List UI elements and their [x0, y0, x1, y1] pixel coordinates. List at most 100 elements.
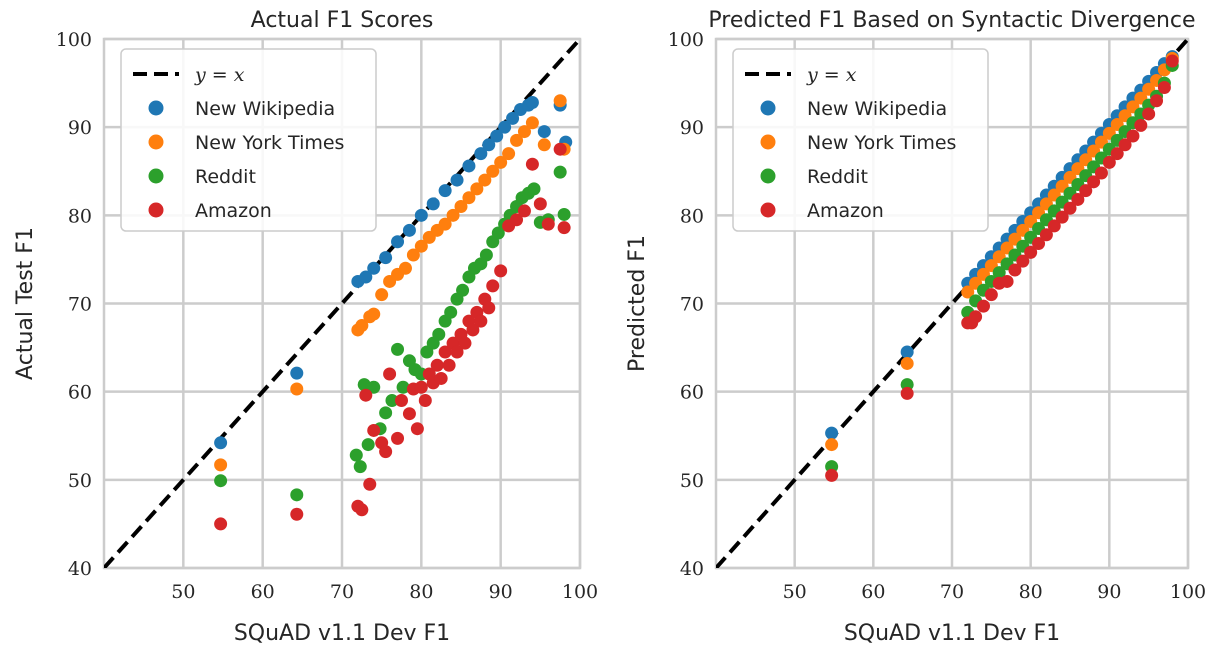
- data-point-reddit: [479, 248, 493, 262]
- legend-label-new-york-times: New York Times: [807, 132, 956, 154]
- data-point-new-wikipedia: [379, 251, 393, 265]
- y-tick-label: 70: [68, 294, 92, 316]
- data-point-new-york-times: [446, 208, 460, 222]
- data-point-reddit: [992, 266, 1006, 280]
- data-point-reddit: [432, 327, 446, 341]
- data-point-amazon: [1000, 274, 1014, 288]
- legend-label-new-wikipedia: New Wikipedia: [807, 98, 947, 120]
- data-point-amazon: [1126, 129, 1140, 143]
- data-point-amazon: [976, 299, 990, 313]
- data-point-new-york-times: [510, 133, 524, 147]
- data-point-amazon: [438, 345, 452, 359]
- data-point-new-york-times: [355, 319, 369, 333]
- legend-label-reference-line: y = x: [194, 64, 245, 86]
- data-point-amazon: [1102, 155, 1116, 169]
- legend-box: [732, 48, 989, 232]
- y-tick-label: 90: [680, 117, 704, 139]
- data-point-amazon: [434, 371, 448, 385]
- data-point-amazon: [450, 345, 464, 359]
- data-point-amazon: [1087, 175, 1101, 189]
- legend-label-amazon: Amazon: [195, 200, 272, 222]
- data-point-new-wikipedia: [490, 129, 504, 143]
- data-point-amazon: [383, 367, 397, 381]
- data-point-amazon: [1150, 94, 1164, 108]
- data-point-amazon: [1118, 138, 1132, 152]
- data-point-new-wikipedia: [474, 147, 488, 161]
- legend-box: [120, 48, 377, 232]
- data-point-amazon: [1055, 210, 1069, 224]
- data-point-amazon: [1142, 107, 1156, 121]
- data-point-amazon: [533, 197, 547, 211]
- y-tick-label: 40: [68, 558, 92, 580]
- data-point-reddit: [557, 207, 571, 221]
- data-point-amazon: [290, 507, 304, 521]
- data-point-new-wikipedia: [290, 366, 304, 380]
- data-point-new-york-times: [517, 125, 531, 139]
- data-point-amazon: [214, 517, 228, 531]
- legend-swatch-reddit: [148, 168, 164, 184]
- data-point-amazon: [486, 279, 500, 293]
- x-tick-label: 80: [1019, 581, 1043, 603]
- data-point-amazon: [494, 264, 508, 278]
- legend-swatch-amazon: [760, 202, 776, 218]
- axes-frame: [102, 37, 582, 570]
- legend-label-amazon: Amazon: [807, 200, 884, 222]
- data-point-new-wikipedia: [214, 436, 228, 450]
- data-point-reddit: [444, 305, 458, 319]
- data-point-reddit: [361, 438, 375, 452]
- data-point-amazon: [474, 314, 488, 328]
- legend-label-reference-line: y = x: [806, 64, 857, 86]
- data-point-new-wikipedia: [359, 270, 373, 284]
- data-point-new-york-times: [537, 138, 551, 152]
- data-point-new-york-times: [367, 307, 381, 321]
- data-point-reddit: [367, 380, 381, 394]
- data-point-new-york-times: [462, 191, 476, 205]
- data-point-amazon: [482, 301, 496, 315]
- data-point-amazon: [825, 468, 839, 482]
- y-tick-label: 60: [68, 382, 92, 404]
- x-axis-label: SQuAD v1.1 Dev F1: [234, 621, 450, 646]
- data-point-new-york-times: [825, 438, 839, 452]
- data-point-amazon: [402, 407, 416, 421]
- data-point-amazon: [1039, 228, 1053, 242]
- data-point-amazon: [969, 310, 983, 324]
- x-tick-label: 90: [1097, 581, 1121, 603]
- y-tick-label: 100: [56, 29, 92, 51]
- data-point-new-wikipedia: [482, 138, 496, 152]
- data-point-amazon: [900, 386, 914, 400]
- data-point-reddit: [379, 406, 393, 420]
- data-point-amazon: [363, 477, 377, 491]
- data-point-new-york-times: [214, 458, 228, 472]
- data-point-new-york-times: [454, 200, 468, 214]
- data-point-new-wikipedia: [537, 125, 551, 139]
- data-point-new-york-times: [290, 382, 304, 396]
- x-tick-label: 70: [330, 581, 354, 603]
- data-point-reddit: [214, 474, 228, 488]
- data-point-reddit: [456, 283, 470, 297]
- panel-actual-f1: 50 60 70 80 90 100 40 50 60 70 80 90 100 Actual F1 Sc…: [13, 8, 598, 646]
- y-tick-label: 50: [68, 470, 92, 492]
- data-point-amazon: [355, 503, 369, 517]
- y-axis-label: Predicted F1: [625, 235, 650, 372]
- data-point-amazon: [359, 388, 373, 402]
- data-point-amazon: [1079, 184, 1093, 198]
- axes-frame: [714, 37, 1190, 570]
- data-point-amazon: [553, 142, 567, 156]
- y-tick-label: 90: [68, 117, 92, 139]
- x-tick-label: 60: [251, 581, 275, 603]
- data-point-amazon: [510, 213, 524, 227]
- legend-swatch-new-york-times: [760, 134, 776, 150]
- data-point-new-wikipedia: [438, 184, 452, 198]
- data-point-new-wikipedia: [391, 235, 405, 249]
- data-point-new-wikipedia: [414, 208, 428, 222]
- data-point-reddit: [349, 448, 363, 462]
- data-point-new-york-times: [438, 217, 452, 231]
- data-point-new-york-times: [414, 239, 428, 253]
- y-tick-label: 80: [680, 205, 704, 227]
- data-point-amazon: [1032, 237, 1046, 251]
- data-point-new-york-times: [900, 356, 914, 370]
- data-layer: [104, 39, 580, 568]
- data-point-reddit: [353, 460, 367, 474]
- x-axis-label: SQuAD v1.1 Dev F1: [844, 621, 1060, 646]
